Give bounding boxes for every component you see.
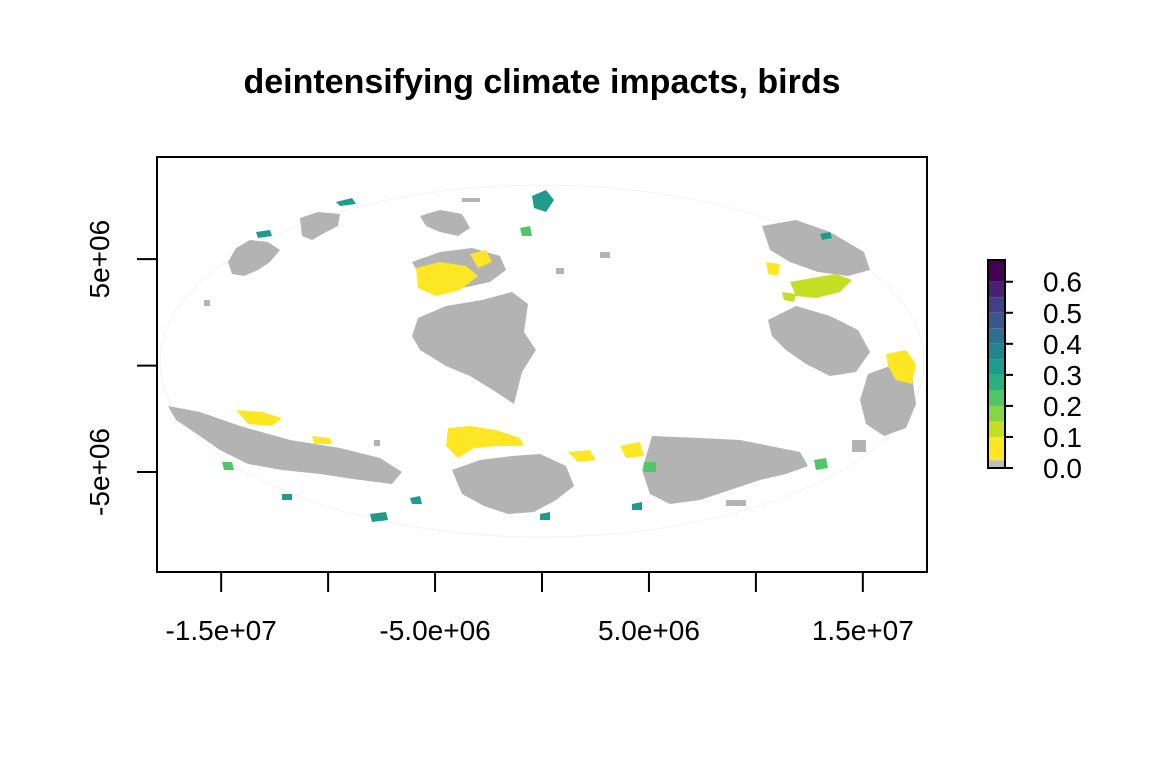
- legend-color-bin: [988, 436, 1005, 461]
- land-north-america-east: [300, 212, 340, 240]
- legend-color-bin: [988, 421, 1005, 437]
- land-specks: [204, 198, 866, 506]
- x-axis: -1.5e+07 -5.0e+06 5.0e+06 1.5e+07: [166, 571, 914, 646]
- legend-color-bin: [988, 328, 1005, 344]
- impact-patch-central-asia: [790, 274, 852, 298]
- y-tick-label: 5e+06: [84, 220, 115, 299]
- color-legend: 0.00.10.20.30.40.50.6: [987, 259, 1082, 484]
- impact-patch-se-indian: [644, 462, 656, 472]
- land-speck: [462, 198, 480, 202]
- projection-outline: [159, 184, 925, 538]
- impact-patch-south-atlantic: [446, 426, 524, 458]
- impact-high-patches: [222, 226, 828, 472]
- legend-color-bin: [988, 374, 1005, 391]
- legend-color-bin: [988, 359, 1005, 375]
- impact-patch-south-pacific: [236, 410, 282, 426]
- impact-patch-arctic-na-1: [256, 230, 272, 238]
- impact-patch-nw-europe: [470, 250, 492, 268]
- legend-color-bin: [988, 390, 1005, 406]
- legend-color-bin: [988, 260, 1005, 282]
- legend-tick-label: 0.0: [1043, 453, 1082, 484]
- land-speck: [556, 268, 564, 274]
- land-greenland: [420, 210, 470, 236]
- y-tick-label: -5e+06: [84, 428, 115, 516]
- impact-patch-au-south: [814, 458, 828, 470]
- legend-tick-label: 0.2: [1043, 391, 1082, 422]
- land-west-africa: [412, 292, 536, 404]
- legend-tick-label: 0.3: [1043, 360, 1082, 391]
- impact-patch-antarctic-3: [410, 496, 422, 504]
- impact-patch-east-asia: [766, 262, 780, 276]
- land-speck: [374, 440, 380, 446]
- impact-patch-antarctic-2: [370, 512, 388, 522]
- legend-tick-label: 0.1: [1043, 422, 1082, 453]
- impact-low-patches: [236, 250, 916, 462]
- impact-very-high-patches: [256, 190, 832, 522]
- land-speck: [726, 500, 746, 506]
- impact-patch-indian-ocean: [620, 442, 644, 458]
- legend-color-bin: [988, 405, 1005, 422]
- legend-color-bin: [988, 460, 1005, 468]
- land-southern-africa: [452, 454, 574, 514]
- impact-patch-west-pacific: [886, 350, 916, 384]
- legend-color-bin: [988, 297, 1005, 313]
- legend-color-bin: [988, 343, 1005, 360]
- land-south-indian: [642, 436, 808, 504]
- impact-patch-antarctic-4: [632, 502, 642, 510]
- legend-color-bin: [988, 281, 1005, 298]
- land-north-america: [228, 240, 280, 276]
- plot-title: deintensifying climate impacts, birds: [243, 63, 840, 101]
- impact-mid-patches: [782, 274, 852, 302]
- impact-patch-sw-pacific: [222, 462, 234, 470]
- legend-tick-label: 0.5: [1043, 298, 1082, 329]
- impact-patch-arctic-atlantic: [532, 190, 554, 212]
- impact-patch-south-america: [312, 436, 332, 444]
- land-se-asia-islands: [860, 366, 916, 436]
- land-east-asia: [768, 306, 870, 376]
- impact-patch-north-atlantic-green: [520, 226, 532, 236]
- land-north-asia: [762, 220, 870, 276]
- legend-tick-label: 0.6: [1043, 267, 1082, 298]
- x-tick-label: 1.5e+07: [812, 615, 914, 646]
- impact-patch-arctic-asia: [820, 232, 832, 240]
- x-tick-label: 5.0e+06: [598, 615, 700, 646]
- x-tick-label: -1.5e+07: [166, 615, 277, 646]
- legend-frame: [987, 259, 1006, 469]
- impact-patch-antarctic-1: [282, 494, 292, 500]
- impact-patch-arctic-na-2: [336, 198, 356, 206]
- impact-patch-north-atlantic: [416, 262, 478, 296]
- impact-patch-mid-atlantic: [568, 450, 596, 462]
- y-axis: 5e+06 -5e+06: [84, 220, 158, 516]
- land-speck: [600, 252, 610, 258]
- x-tick-label: -5.0e+06: [379, 615, 490, 646]
- land-speck: [204, 300, 210, 306]
- map-area: [156, 156, 928, 573]
- impact-patch-east-asia-coast: [782, 292, 796, 302]
- land-south-pacific: [168, 406, 402, 484]
- legend-color-bin: [988, 312, 1005, 329]
- legend-tick-label: 0.4: [1043, 329, 1082, 360]
- land-speck: [852, 440, 866, 452]
- impact-patch-antarctic-5: [540, 512, 550, 520]
